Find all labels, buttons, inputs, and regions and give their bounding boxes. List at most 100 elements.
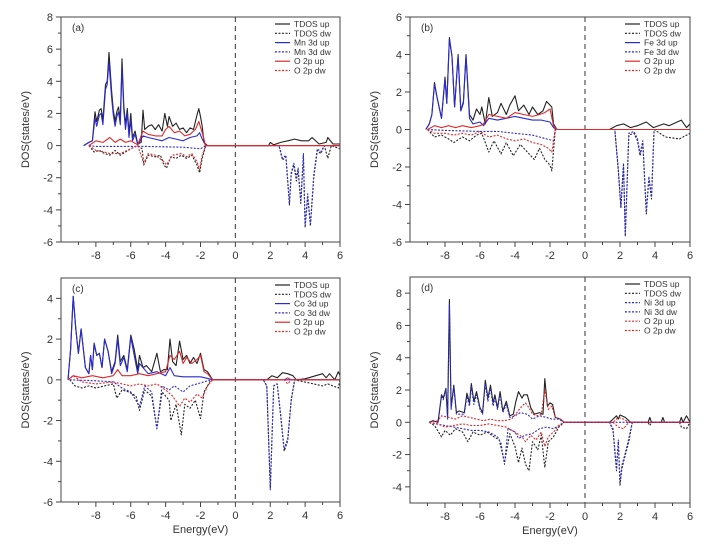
plot-frame — [409, 276, 691, 504]
panel-label: (a) — [72, 23, 84, 34]
x-tick-label: -6 — [126, 250, 136, 262]
y-tick-label: -2 — [392, 162, 402, 174]
legend-label: TDOS dw — [294, 289, 332, 299]
legend-label: Ni 3d up — [644, 298, 676, 308]
legend-label: TDOS up — [644, 19, 680, 29]
series-line-mn-3d-dw — [88, 145, 340, 227]
y-tick-label: 4 — [47, 293, 53, 305]
y-tick-label: 8 — [396, 288, 402, 300]
series-line-ni-3d-up — [429, 303, 690, 423]
series-line-o-2p-dw — [429, 421, 690, 448]
legend-label: O 2p dw — [644, 66, 677, 76]
x-tick-label: -8 — [440, 511, 450, 523]
x-tick-label: -4 — [510, 511, 520, 523]
x-tick-label: 2 — [617, 250, 623, 262]
x-tick-label: 2 — [617, 511, 623, 523]
series-line-tdos-dw — [88, 145, 340, 229]
legend-label: TDOS dw — [294, 28, 332, 38]
x-tick-label: 0 — [232, 510, 238, 522]
x-axis-label: Energy(eV) — [173, 524, 229, 536]
x-tick-label: 4 — [652, 250, 658, 262]
dos-panel-b: -8 -6 -4 -2 0 2 4 6 -6 -4 -2 0 2 4 6 DOS(states/eV) (b) T… — [369, 12, 693, 262]
panel-label: (c) — [72, 284, 84, 295]
y-tick-label: 6 — [396, 320, 402, 332]
y-tick-label: -6 — [392, 237, 402, 249]
y-tick-label: 6 — [396, 12, 402, 24]
y-tick-label: 8 — [47, 12, 53, 24]
x-tick-label: 2 — [267, 250, 273, 262]
legend-label: TDOS dw — [644, 28, 682, 38]
y-tick-label: 2 — [396, 385, 402, 397]
legend-label: TDOS up — [294, 280, 330, 290]
y-tick-label: -2 — [43, 416, 53, 428]
series-line-tdos-up — [83, 51, 340, 147]
y-tick-label: 2 — [396, 87, 402, 99]
legend-label: O 2p up — [294, 56, 325, 66]
legend-label: Fe 3d up — [644, 38, 678, 48]
y-tick-label: -2 — [43, 173, 53, 185]
x-axis-label: Energy(eV) — [522, 525, 578, 537]
legend-label: O 2p up — [644, 316, 675, 326]
x-tick-label: 0 — [582, 511, 588, 523]
x-tick-label: -8 — [91, 250, 101, 262]
y-tick-label: 4 — [47, 76, 53, 88]
x-tick-label: 2 — [267, 510, 273, 522]
series-line-co-3d-dw — [69, 379, 340, 491]
y-tick-label: 4 — [396, 353, 402, 365]
x-tick-label: 4 — [652, 511, 658, 523]
y-axis-label: DOS(states/eV) — [369, 91, 381, 168]
x-tick-label: -6 — [475, 511, 485, 523]
series-group — [425, 37, 690, 237]
x-tick-label: 0 — [232, 250, 238, 262]
x-tick-label: -2 — [545, 250, 555, 262]
legend-label: O 2p dw — [644, 326, 677, 336]
x-tick-label: -2 — [545, 511, 555, 523]
x-tick-label: -8 — [91, 510, 101, 522]
y-tick-label: 0 — [47, 141, 53, 153]
y-tick-label: 0 — [396, 125, 402, 137]
panel-label: (d) — [421, 283, 433, 294]
y-axis-label: DOS(states/eV) — [20, 91, 32, 168]
x-tick-label: 0 — [582, 250, 588, 262]
series-line-o-2p-dw — [427, 128, 690, 153]
series-line-ni-3d-dw — [429, 421, 690, 483]
legend-label: Mn 3d dw — [294, 47, 332, 57]
panel-label: (b) — [421, 23, 433, 34]
series-group — [83, 51, 340, 229]
y-tick-label: 6 — [47, 44, 53, 56]
x-tick-label: -6 — [126, 510, 136, 522]
dos-panel-c: -8 -6 -4 -2 0 2 4 6 -6 -4 -2 0 2 4 DOS(states/eV) Energ… — [20, 277, 343, 536]
y-tick-label: 0 — [47, 375, 53, 387]
x-tick-label: 4 — [302, 510, 308, 522]
y-tick-label: 2 — [47, 108, 53, 120]
plot-frame — [60, 16, 341, 243]
series-line-o-2p-up — [427, 108, 690, 131]
x-tick-label: 6 — [687, 250, 693, 262]
series-line-tdos-dw — [429, 421, 690, 486]
legend-label: Fe 3d dw — [644, 47, 680, 57]
legend-label: O 2p dw — [294, 66, 327, 76]
x-tick-label: -4 — [161, 250, 171, 262]
y-tick-label: -6 — [43, 237, 53, 249]
y-tick-label: -4 — [43, 456, 53, 468]
legend-label: Ni 3d dw — [644, 307, 678, 317]
dos-panel-a: -8 -6 -4 -2 0 2 4 6 -6 -4 -2 0 2 4 6 8 DOS(states/eV) (a)… — [20, 12, 343, 262]
x-tick-label: -4 — [161, 510, 171, 522]
y-tick-label: 2 — [47, 334, 53, 346]
y-tick-label: -4 — [43, 205, 53, 217]
x-tick-label: 6 — [687, 511, 693, 523]
y-tick-label: -4 — [392, 482, 402, 494]
x-tick-label: 4 — [302, 250, 308, 262]
y-tick-label: -4 — [392, 200, 402, 212]
legend-label: Co 3d up — [294, 299, 329, 309]
x-tick-label: -4 — [510, 250, 520, 262]
legend-label: TDOS up — [294, 19, 330, 29]
x-tick-label: -2 — [196, 510, 206, 522]
legend-label: TDOS dw — [644, 288, 682, 298]
series-line-o-2p-dw — [88, 145, 340, 171]
legend-label: TDOS up — [644, 279, 680, 289]
